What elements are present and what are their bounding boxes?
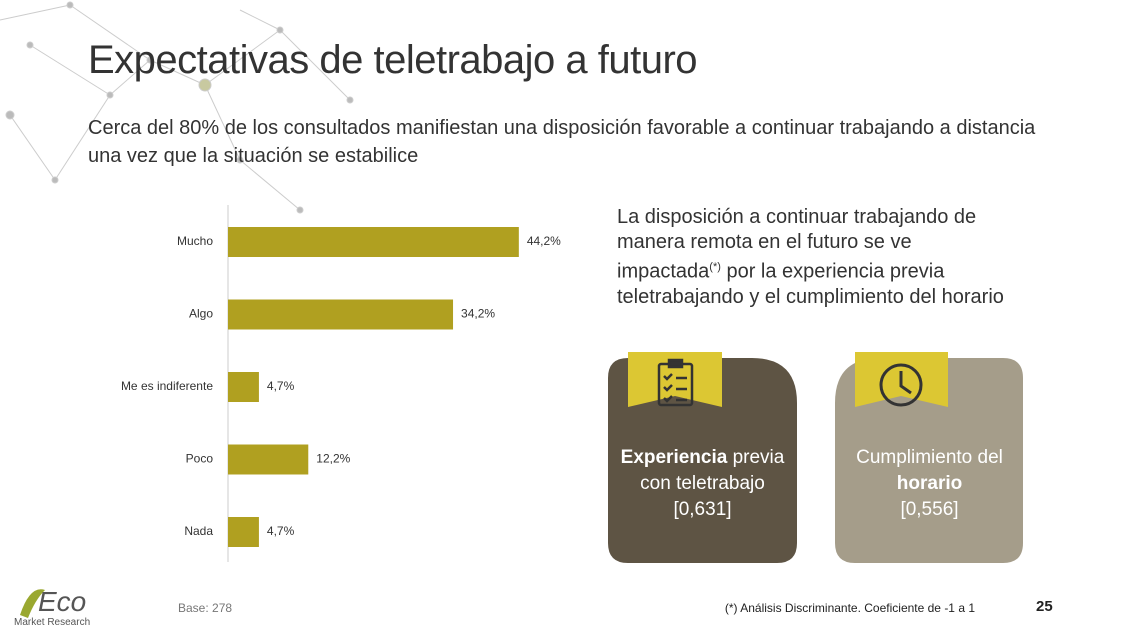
value-label: 4,7% — [267, 524, 295, 538]
footnote: (*) Análisis Discriminante. Coeficiente … — [724, 601, 975, 615]
page-number: 25 — [1036, 598, 1053, 615]
logo-name: Eco — [38, 586, 87, 617]
callout-text: La disposición a continuar trabajando de… — [617, 206, 977, 283]
logo-leaf — [20, 589, 45, 618]
card-coefficient: [0,556] — [900, 499, 959, 520]
clipboard-icon — [657, 358, 694, 407]
category-label: Algo — [189, 307, 213, 321]
callout-text: por la experiencia previa teletrabajando… — [617, 260, 1004, 308]
card-text: previa con teletrabajo — [640, 447, 785, 494]
card-bg — [608, 358, 797, 563]
base-note: Base: 278 — [178, 601, 233, 615]
card-text: Cumplimiento del — [856, 447, 1003, 468]
card-coefficient: [0,631] — [673, 499, 732, 520]
ribbon — [628, 352, 722, 407]
bar — [228, 444, 309, 475]
category-label: Me es indiferente — [121, 379, 213, 393]
card-bg — [835, 358, 1023, 563]
card-bold: horario — [896, 473, 963, 494]
clock-icon — [879, 363, 923, 407]
value-label: 4,7% — [267, 379, 295, 393]
card: Experiencia previa con teletrabajo [0,631… — [608, 445, 797, 523]
logo-tagline: Market Research — [14, 617, 91, 628]
bar — [228, 517, 259, 547]
callout-superscript: (*) — [709, 261, 721, 273]
title: Expectativas de teletrabajo a futuro — [88, 38, 698, 82]
subtitle: Cerca del 80% de los consultados manifie… — [88, 117, 1036, 167]
value-label: 34,2% — [461, 307, 495, 321]
value-label: 12,2% — [316, 452, 350, 466]
bar — [228, 299, 454, 330]
bar — [228, 372, 259, 402]
category-label: Mucho — [177, 234, 213, 248]
network-decoration — [0, 1, 354, 214]
callout: La disposición a continuar trabajando de… — [617, 205, 1017, 310]
category-label: Nada — [184, 524, 213, 538]
value-label: 44,2% — [527, 234, 561, 248]
card-bold: Experiencia — [620, 447, 728, 468]
card: Cumplimiento del horario [0,556] — [835, 445, 1024, 523]
category-label: Poco — [186, 452, 214, 466]
bar — [228, 227, 519, 257]
